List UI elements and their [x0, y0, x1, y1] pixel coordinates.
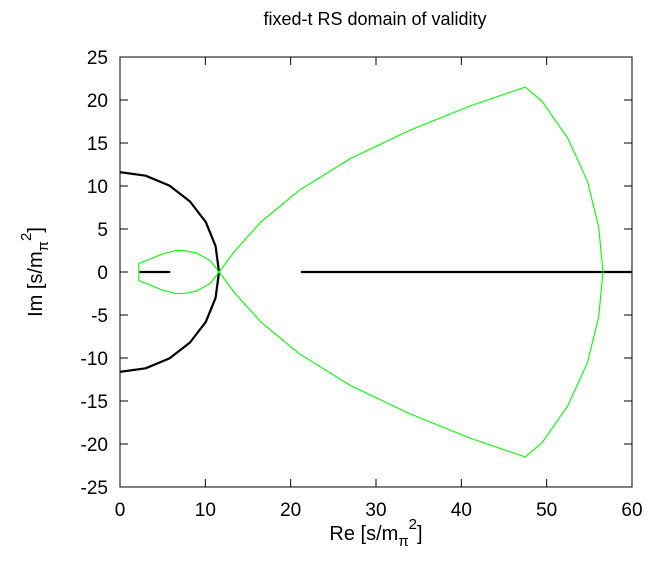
- x-axis-label-main: Re [s/m: [329, 523, 398, 545]
- x-axis: 0 10 20 30 40 50 60: [115, 57, 643, 521]
- y-axis-label: Im [s/mπ2]: [18, 227, 52, 317]
- x-tick-label: 50: [536, 500, 557, 521]
- x-axis-label-sup: 2: [409, 516, 417, 533]
- x-axis-label-tail: ]: [417, 523, 423, 545]
- x-tick-label: 30: [365, 500, 386, 521]
- x-tick-label: 60: [621, 500, 642, 521]
- y-tick-label: 20: [87, 91, 108, 112]
- x-tick-label: 40: [451, 500, 472, 521]
- y-tick-label: 10: [87, 177, 108, 198]
- x-tick-label: 0: [115, 500, 126, 521]
- x-tick-label: 20: [280, 500, 301, 521]
- x-axis-label: Re [s/mπ2]: [329, 516, 422, 550]
- y-tick-label: 0: [97, 263, 108, 284]
- y-tick-label: -20: [81, 435, 108, 456]
- chart-title: fixed-t RS domain of validity: [263, 9, 486, 29]
- y-tick-label: -5: [91, 306, 108, 327]
- y-axis-label-main: Im [s/m: [25, 251, 47, 317]
- y-tick-label: 5: [97, 220, 108, 241]
- x-tick-label: 10: [195, 500, 216, 521]
- y-tick-label: 15: [87, 134, 108, 155]
- y-axis-label-sub: π: [35, 241, 52, 251]
- plot-lines: [119, 86, 632, 458]
- y-tick-label: -15: [81, 392, 108, 413]
- series-large-region: [218, 86, 604, 458]
- y-tick-label: -25: [81, 478, 108, 499]
- x-axis-label-sub: π: [398, 533, 408, 550]
- y-tick-label: 25: [87, 48, 108, 69]
- y-axis-label-sup: 2: [18, 233, 35, 241]
- series-small-loop: [138, 249, 220, 295]
- y-axis-label-tail: ]: [25, 227, 47, 233]
- y-tick-label: -10: [81, 349, 108, 370]
- y-axis: 25 20 15 10 5 0 -5 -10 -15 -20 -25: [81, 48, 632, 499]
